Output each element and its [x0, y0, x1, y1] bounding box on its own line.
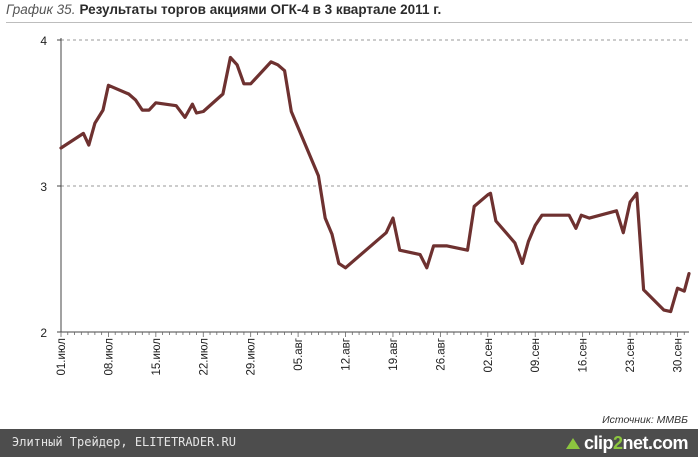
series-line	[59, 55, 691, 314]
data-point	[243, 83, 245, 85]
line-chart: 2 3 4 01.июл 08.июл 15.июл 22.июл 29.июл 05.авг 1…	[40, 34, 691, 376]
series-layer	[59, 55, 691, 314]
footer-bar: Элитный Трейдер, ELITETRADER.RU clip2net…	[0, 429, 698, 457]
data-point	[372, 243, 374, 245]
data-point	[94, 122, 96, 124]
data-point	[446, 245, 448, 247]
data-point	[495, 220, 497, 222]
data-point	[331, 233, 333, 235]
data-point	[184, 116, 186, 118]
chart-title-prefix: График 35.	[6, 2, 76, 17]
data-point	[636, 192, 638, 194]
data-point	[568, 214, 570, 216]
data-point	[534, 224, 536, 227]
data-point	[629, 201, 631, 203]
data-point	[128, 93, 130, 95]
data-point	[338, 262, 340, 264]
data-point	[60, 147, 62, 149]
data-point	[344, 267, 347, 269]
data-point	[107, 84, 110, 86]
chart-title-text: Результаты торгов акциями ОГК-4 в 3 квар…	[79, 2, 442, 17]
data-point	[290, 110, 292, 113]
grid-lines	[61, 39, 689, 187]
data-point	[392, 217, 394, 219]
data-point	[541, 214, 543, 216]
x-tick-label: 16.сен	[578, 338, 590, 372]
data-point	[141, 109, 143, 111]
data-point	[236, 64, 238, 66]
x-tick-label: 29.июл	[246, 338, 258, 376]
data-point	[426, 267, 428, 269]
data-point	[222, 93, 224, 95]
upload-arrow-icon	[565, 437, 580, 449]
source-note: Источник: ММВБ	[602, 414, 688, 426]
clip2net-logo[interactable]: clip2net.com	[565, 432, 689, 454]
data-point	[514, 242, 516, 244]
data-point	[670, 310, 672, 313]
y-tick-label: 2	[40, 326, 47, 340]
data-point	[521, 262, 523, 264]
data-point	[270, 61, 272, 63]
data-point	[487, 194, 489, 196]
data-point	[82, 132, 84, 135]
data-point	[399, 249, 401, 251]
data-point	[575, 227, 577, 229]
data-point	[385, 232, 387, 234]
data-point	[419, 254, 421, 256]
data-point	[102, 109, 104, 111]
data-point	[88, 144, 90, 146]
data-point	[229, 56, 231, 59]
data-point	[663, 309, 665, 311]
data-point	[283, 70, 286, 72]
data-point	[317, 175, 320, 177]
data-point	[489, 192, 492, 194]
data-point	[643, 289, 645, 291]
x-tick-label: 12.авг	[341, 338, 353, 371]
chart-title: График 35. Результаты торгов акциями ОГК-…	[6, 2, 441, 22]
x-tick-label: 08.июл	[103, 338, 115, 376]
x-tick-label: 23.сен	[625, 338, 637, 372]
tick-labels: 2 3 4 01.июл 08.июл 15.июл 22.июл 29.июл 05.авг 1…	[40, 34, 684, 376]
x-tick-label: 05.авг	[293, 338, 305, 371]
x-tick-label: 01.июл	[56, 338, 68, 376]
data-point	[202, 110, 204, 113]
data-point	[466, 249, 469, 251]
data-point	[134, 99, 137, 101]
data-point	[195, 112, 198, 114]
data-point	[615, 210, 618, 212]
logo-text: clip2net.com	[583, 432, 689, 453]
axes	[57, 38, 689, 337]
data-point	[155, 102, 157, 104]
data-point	[622, 232, 624, 234]
y-tick-label: 4	[40, 34, 47, 48]
x-tick-label: 15.июл	[151, 338, 163, 376]
data-point	[688, 273, 690, 275]
x-tick-label: 02.сен	[483, 338, 495, 372]
x-tick-label: 22.июл	[198, 338, 210, 376]
footer-site-text[interactable]: Элитный Трейдер, ELITETRADER.RU	[12, 435, 236, 449]
data-point	[191, 103, 194, 105]
x-tick-label: 30.сен	[672, 338, 684, 372]
title-divider	[6, 22, 692, 23]
data-point	[683, 290, 685, 292]
data-point	[324, 217, 326, 219]
x-tick-label: 26.авг	[435, 338, 447, 371]
data-point	[473, 205, 475, 208]
data-point	[527, 240, 530, 243]
data-point	[175, 105, 177, 107]
data-point	[676, 287, 679, 289]
data-point	[432, 245, 435, 247]
data-point	[277, 64, 279, 66]
x-tick-label: 19.авг	[388, 338, 400, 371]
y-tick-label: 3	[40, 180, 47, 194]
data-point	[148, 109, 150, 111]
x-tick-label: 09.сен	[530, 338, 542, 372]
data-point	[580, 214, 582, 216]
data-point	[588, 217, 591, 219]
data-point	[250, 83, 252, 85]
